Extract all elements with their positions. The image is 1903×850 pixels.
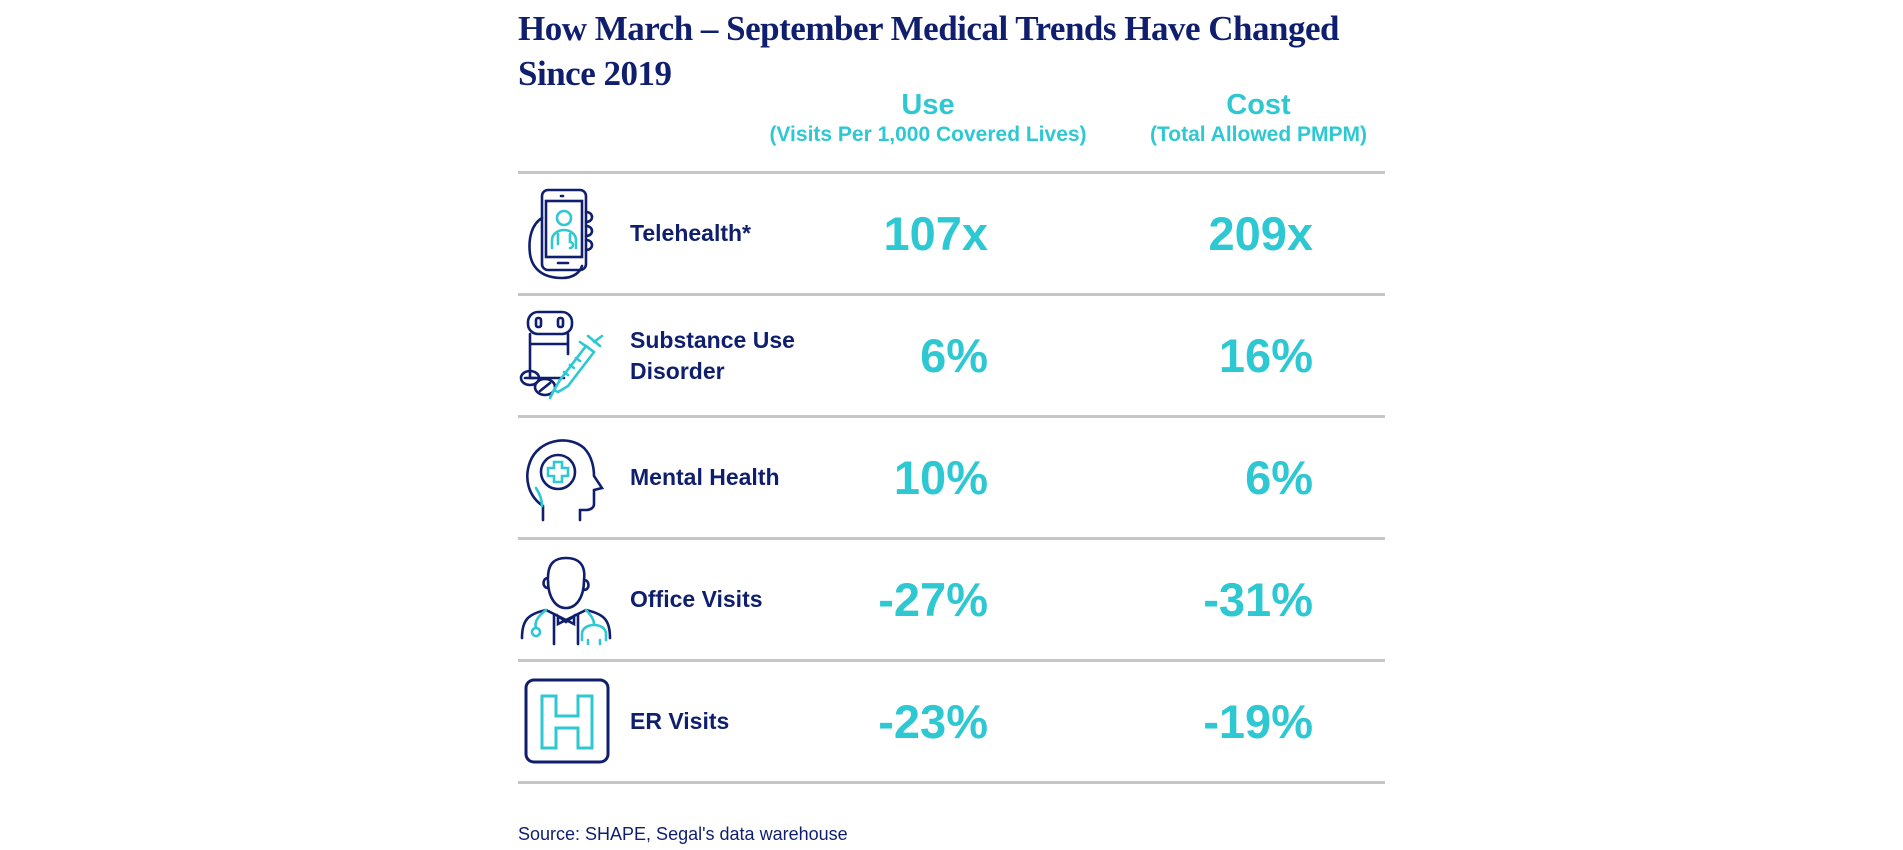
use-value: 107x: [883, 207, 988, 260]
column-header-use-sublabel: (Visits Per 1,000 Covered Lives): [769, 123, 1087, 146]
row-label: Telehealth*: [630, 220, 751, 246]
row-label: Mental Health: [630, 464, 780, 490]
cost-value: 209x: [1208, 207, 1313, 260]
column-header-use: Use (Visits Per 1,000 Covered Lives): [738, 88, 1118, 148]
cost-value: 6%: [1245, 451, 1313, 504]
table-row: ER Visits -23% -19%: [518, 662, 1385, 781]
use-value: -27%: [878, 573, 988, 626]
table-row: Office Visits -27% -31%: [518, 540, 1385, 659]
column-header-use-label: Use: [901, 89, 955, 121]
hospital-h-icon: [524, 678, 610, 764]
row-label: Office Visits: [630, 586, 763, 612]
source-note: Source: SHAPE, Segal's data warehouse: [518, 824, 848, 844]
table-row: Mental Health 10% 6%: [518, 418, 1385, 537]
page-title: How March – September Medical Trends Hav…: [518, 9, 1340, 93]
divider: [518, 781, 1385, 784]
cost-value: -31%: [1203, 573, 1313, 626]
row-label: Substance Use Disorder: [630, 326, 795, 384]
table-row: Substance Use Disorder 6% 16%: [518, 296, 1385, 415]
divider: [518, 415, 1385, 418]
divider: [518, 171, 1385, 174]
divider: [518, 293, 1385, 296]
table-row: Telehealth* 107x 209x: [518, 174, 1385, 293]
use-value: 6%: [920, 329, 988, 382]
pills-syringe-icon: [519, 310, 604, 400]
divider: [518, 537, 1385, 540]
cost-value: 16%: [1218, 329, 1313, 382]
cost-value: -19%: [1203, 695, 1313, 748]
head-medical-cross-icon: [526, 439, 605, 522]
row-label: ER Visits: [630, 708, 730, 734]
column-header-cost: Cost (Total Allowed PMPM): [1126, 88, 1391, 148]
doctor-stethoscope-icon: [520, 556, 612, 646]
divider: [518, 659, 1385, 662]
use-value: -23%: [878, 695, 988, 748]
column-header-cost-sublabel: (Total Allowed PMPM): [1150, 123, 1367, 146]
use-value: 10%: [893, 451, 988, 504]
phone-doctor-icon: [528, 188, 594, 280]
column-header-cost-label: Cost: [1226, 89, 1291, 121]
